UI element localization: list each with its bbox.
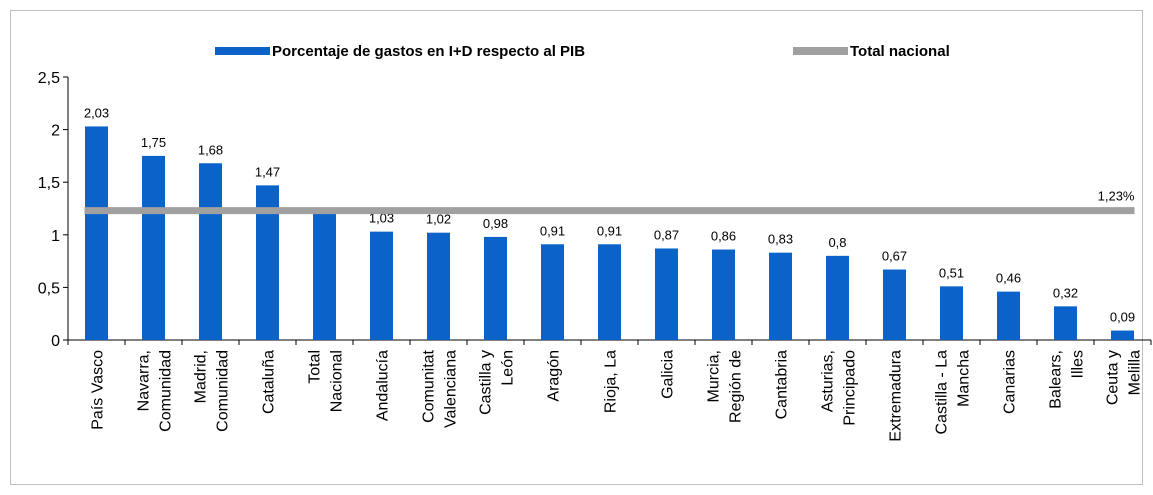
x-tick-label-line: Ceuta y bbox=[1105, 350, 1122, 405]
bar bbox=[427, 232, 450, 340]
x-tick-label-line: Navarra, bbox=[136, 350, 153, 411]
x-tick-label-line: Principado bbox=[842, 350, 859, 426]
legend-label: Total nacional bbox=[850, 43, 950, 60]
x-tick-label-line: Extremadura bbox=[888, 350, 905, 442]
x-tick-label: Cataluña bbox=[261, 350, 278, 414]
bar bbox=[256, 185, 279, 340]
x-tick-label: Murcia, Región de bbox=[706, 350, 745, 423]
x-tick-label-line: Rioja, La bbox=[603, 350, 620, 413]
y-tick-label: 0 bbox=[51, 333, 60, 350]
bar bbox=[484, 236, 507, 340]
chart-frame bbox=[10, 10, 1143, 485]
data-label: 0,32 bbox=[1053, 285, 1078, 300]
x-tick-label-line: Melilla bbox=[1127, 350, 1144, 395]
x-tick-label: Total Nacional bbox=[307, 350, 346, 412]
data-label: 1,47 bbox=[255, 164, 280, 179]
data-label: 2,03 bbox=[84, 105, 109, 120]
x-tick-label-line: Nacional bbox=[329, 350, 346, 412]
y-tick-label: 0,5 bbox=[38, 280, 60, 297]
legend-label: Porcentaje de gastos en I+D respecto al … bbox=[272, 43, 585, 60]
x-tick-label: Canarias bbox=[1002, 350, 1019, 414]
bar bbox=[85, 126, 108, 340]
data-label: 0,91 bbox=[540, 223, 565, 238]
bar bbox=[826, 255, 849, 340]
data-label: 1,03 bbox=[369, 211, 394, 226]
data-label: 0,83 bbox=[768, 232, 793, 247]
x-tick-label: Ceuta y Melilla bbox=[1105, 350, 1144, 405]
x-tick-label-line: Comunidad bbox=[158, 350, 175, 432]
x-tick-label-line: Cantabria bbox=[774, 350, 791, 419]
data-label: 0,91 bbox=[597, 223, 622, 238]
data-label: 0,86 bbox=[711, 229, 736, 244]
x-tick-label: Castilla y León bbox=[478, 350, 517, 415]
x-tick-label: Navarra, Comunidad bbox=[136, 350, 175, 432]
x-tick-label-line: País Vasco bbox=[90, 350, 107, 430]
x-tick-label-line: Mancha bbox=[956, 350, 973, 407]
legend-swatch bbox=[215, 47, 270, 55]
x-tick-label-line: León bbox=[500, 350, 517, 386]
x-tick-label: Aragón bbox=[546, 350, 563, 402]
y-tick-label: 1 bbox=[51, 228, 60, 245]
x-tick-label: Galicia bbox=[660, 350, 677, 399]
x-tick-label-line: Asturias, bbox=[820, 350, 837, 412]
x-tick-label: Balears, Illes bbox=[1048, 350, 1087, 409]
legend-swatch bbox=[793, 47, 848, 55]
bar bbox=[142, 155, 165, 340]
x-tick-label-line: Canarias bbox=[1002, 350, 1019, 414]
y-tick-label: 2 bbox=[51, 123, 60, 140]
x-tick-label-line: Castilla - La bbox=[934, 350, 951, 435]
x-tick-label: Extremadura bbox=[888, 350, 905, 442]
bar bbox=[883, 269, 906, 340]
bar bbox=[598, 244, 621, 340]
x-tick-label-line: Illes bbox=[1070, 350, 1087, 378]
reference-label: 1,23% bbox=[1098, 189, 1135, 204]
x-tick-label-line: Total bbox=[307, 350, 324, 384]
x-tick-label-line: Madrid, bbox=[193, 350, 210, 403]
bar bbox=[940, 286, 963, 340]
data-label: 0,87 bbox=[654, 227, 679, 242]
x-tick-label-line: Balears, bbox=[1048, 350, 1065, 409]
bar bbox=[655, 248, 678, 340]
x-tick-label-line: Valenciana bbox=[443, 350, 460, 428]
x-tick-label: País Vasco bbox=[90, 350, 107, 430]
x-tick-label: Andalucía bbox=[375, 350, 392, 421]
data-label: 0,09 bbox=[1110, 310, 1135, 325]
bar bbox=[541, 244, 564, 340]
x-tick-label: Comunitat Valenciana bbox=[421, 349, 460, 428]
x-tick-label: Asturias, Principado bbox=[820, 350, 859, 426]
bar bbox=[370, 231, 393, 340]
x-tick-label-line: Murcia, bbox=[706, 350, 723, 402]
x-tick-label-line: Aragón bbox=[546, 350, 563, 402]
x-tick-label-line: Región de bbox=[728, 350, 745, 423]
data-label: 0,67 bbox=[882, 249, 907, 264]
y-tick-label: 2,5 bbox=[38, 70, 60, 87]
bar bbox=[1054, 306, 1077, 340]
data-label: 0,98 bbox=[483, 216, 508, 231]
x-tick-label-line: Cataluña bbox=[261, 350, 278, 414]
x-tick-label: Cantabria bbox=[774, 350, 791, 419]
data-label: 0,46 bbox=[996, 271, 1021, 286]
x-tick-label-line: Andalucía bbox=[375, 350, 392, 421]
x-tick-label: Castilla - La Mancha bbox=[934, 350, 973, 435]
bar bbox=[712, 249, 735, 340]
bar bbox=[313, 210, 336, 340]
bar bbox=[1111, 330, 1134, 340]
data-label: 1,68 bbox=[198, 142, 223, 157]
bar bbox=[997, 291, 1020, 340]
x-tick-label-line: Castilla y bbox=[478, 350, 495, 415]
x-tick-label-line: Galicia bbox=[660, 350, 677, 399]
x-tick-label-line: Comunidad bbox=[215, 350, 232, 432]
data-label: 1,02 bbox=[426, 212, 451, 227]
data-label: 0,51 bbox=[939, 265, 964, 280]
x-tick-label-line: Comunitat bbox=[421, 349, 438, 422]
x-tick-label: Madrid, Comunidad bbox=[193, 350, 232, 432]
x-tick-label: Rioja, La bbox=[603, 350, 620, 413]
bar bbox=[199, 163, 222, 340]
y-tick-label: 1,5 bbox=[38, 175, 60, 192]
bar bbox=[769, 252, 792, 340]
data-label: 1,75 bbox=[141, 135, 166, 150]
data-label: 0,8 bbox=[828, 235, 846, 250]
